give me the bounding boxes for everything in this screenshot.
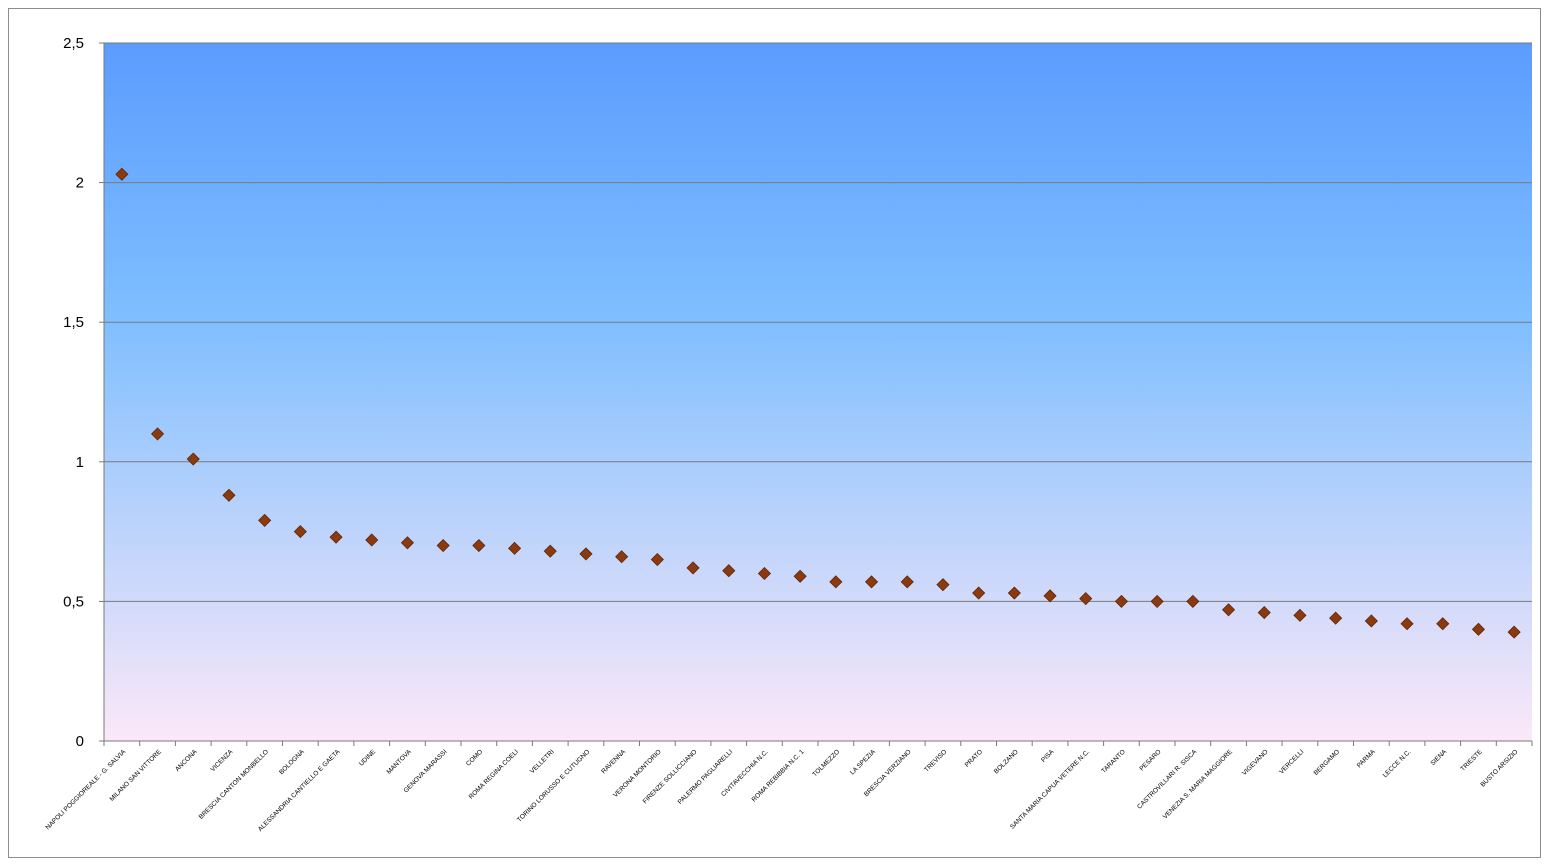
data-point [686, 561, 700, 575]
y-tick-label: 1,5 [63, 314, 84, 331]
data-point [579, 547, 593, 561]
x-tick-label: RAVENNA [600, 748, 627, 775]
x-tick-label: COMO [465, 748, 484, 767]
data-point [436, 538, 450, 553]
x-tick-label: TORINO LORUSSO E CUTUGNO [516, 748, 591, 823]
data-point [615, 550, 629, 564]
data-point [115, 167, 129, 181]
data-point [293, 525, 307, 539]
data-point [400, 536, 415, 550]
y-axis-ticks: 0 0,5 1 1,5 2 2,5 [63, 35, 84, 750]
plot-area [104, 43, 1532, 741]
x-tick-label: TRIESTE [1460, 748, 1485, 773]
x-tick-label: VELLETRI [529, 748, 556, 775]
data-point [900, 575, 914, 589]
x-tick-label: SANTA MARIA CAPUA VETERE N.C. [1009, 748, 1091, 830]
x-tick-label: BUSTO ARSIZIO [1479, 748, 1519, 788]
data-point [972, 586, 986, 600]
y-tick-label: 2,5 [63, 35, 84, 52]
x-tick-label: PISA [1040, 748, 1056, 764]
x-tick-label: SIENA [1429, 748, 1448, 767]
data-point [1329, 611, 1343, 625]
x-tick-label: VENEZIA S. MARIA MAGGIORE [1162, 748, 1235, 821]
x-tick-label: UDINE [358, 748, 378, 768]
data-point [507, 541, 522, 555]
data-point [1364, 614, 1378, 628]
x-tick-label: ALESSANDRIA CANTIELLO E GAETA [257, 748, 342, 833]
x-tick-label: TREVISO [923, 748, 948, 773]
data-points [115, 167, 1521, 639]
y-tick-label: 0 [76, 733, 84, 750]
gridlines [104, 42, 1532, 602]
data-point [829, 575, 843, 589]
x-tick-label: BOLOGNA [278, 748, 306, 776]
data-point [1507, 625, 1521, 639]
data-point [1257, 606, 1271, 620]
x-tick-label: PESARO [1138, 748, 1162, 772]
x-tick-label: LA SPEZIA [849, 748, 877, 776]
x-tick-label: VICENZA [209, 748, 234, 773]
x-tick-label: TOLMEZZO [811, 748, 841, 778]
data-point [222, 488, 236, 502]
y-tick-label: 1 [76, 454, 84, 471]
data-point [1471, 622, 1486, 636]
x-tick-label: CASTROVILLARI R. SISCA [1136, 748, 1199, 811]
data-point [1150, 594, 1164, 608]
data-point [543, 544, 557, 558]
data-point [650, 552, 664, 567]
x-tick-label: ANCONA [174, 748, 199, 773]
x-tick-label: LECCE N.C. [1382, 748, 1413, 779]
data-point [936, 578, 950, 592]
data-point [1079, 592, 1093, 606]
data-point [1436, 617, 1450, 631]
data-point [472, 538, 486, 553]
data-point [150, 427, 165, 441]
x-tick-label: VIGEVANO [1241, 748, 1270, 777]
data-point [757, 566, 772, 581]
x-tick-label: MANTOVA [386, 748, 414, 776]
x-tick-label: BERGAMO [1313, 748, 1341, 776]
data-point [329, 530, 343, 544]
x-tick-label: BRESCIA CANTON MONBELLO [198, 748, 270, 820]
y-tick-label: 0,5 [63, 593, 84, 610]
data-point [1114, 594, 1129, 608]
data-point [186, 452, 200, 466]
data-point [1007, 586, 1021, 600]
x-tick-label: NAPOLI POGGIOREALE - G. SALVIA [44, 748, 127, 831]
data-point [1293, 608, 1307, 622]
data-point [1043, 589, 1057, 603]
data-point [864, 575, 879, 589]
x-tick-label: BOLZANO [993, 748, 1020, 775]
y-tick-label: 2 [76, 175, 84, 192]
axes [99, 42, 1533, 746]
data-point [1221, 603, 1236, 617]
x-tick-label: TARANTO [1100, 748, 1126, 774]
data-point [1400, 617, 1414, 631]
data-point [793, 569, 807, 583]
x-tick-label: PARMA [1356, 748, 1377, 769]
data-point [722, 564, 736, 578]
x-tick-label: VERCELLI [1278, 748, 1305, 775]
data-point [258, 513, 272, 527]
data-point [365, 533, 379, 547]
data-point [1186, 594, 1200, 608]
x-tick-label: PRATO [964, 748, 984, 768]
